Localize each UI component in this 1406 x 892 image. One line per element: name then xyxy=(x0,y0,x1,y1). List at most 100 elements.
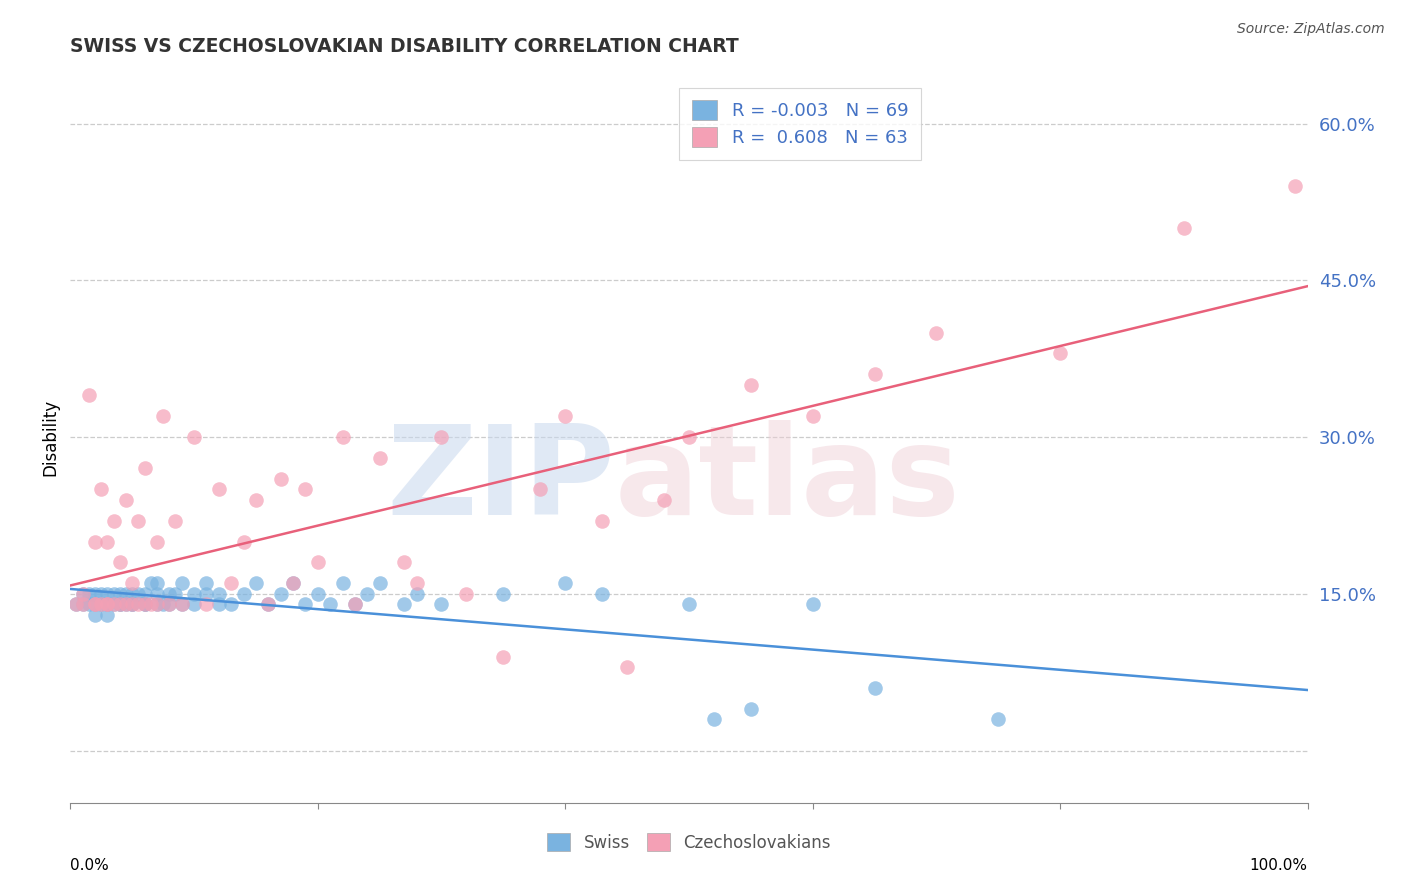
Point xyxy=(90,597,112,611)
Point xyxy=(1049,346,1071,360)
Point xyxy=(152,597,174,611)
Point xyxy=(430,597,453,611)
Point xyxy=(1173,221,1195,235)
Point xyxy=(139,597,162,611)
Point xyxy=(96,597,118,611)
Point xyxy=(90,483,112,497)
Point xyxy=(115,492,138,507)
Point xyxy=(134,597,156,611)
Point xyxy=(72,587,94,601)
Point xyxy=(103,514,125,528)
Point xyxy=(72,597,94,611)
Point xyxy=(281,576,304,591)
Point xyxy=(591,587,613,601)
Point xyxy=(165,514,187,528)
Point xyxy=(257,597,280,611)
Point xyxy=(703,712,725,726)
Point xyxy=(127,587,149,601)
Point xyxy=(294,597,316,611)
Point xyxy=(108,597,131,611)
Point xyxy=(77,388,100,402)
Point xyxy=(139,576,162,591)
Point xyxy=(405,587,427,601)
Point xyxy=(121,597,143,611)
Point xyxy=(134,597,156,611)
Point xyxy=(146,534,169,549)
Y-axis label: Disability: Disability xyxy=(41,399,59,475)
Point xyxy=(987,712,1010,726)
Point xyxy=(96,534,118,549)
Point xyxy=(170,576,193,591)
Point xyxy=(740,377,762,392)
Point xyxy=(368,450,391,465)
Point xyxy=(343,597,366,611)
Point xyxy=(554,409,576,424)
Point xyxy=(394,597,416,611)
Point xyxy=(96,597,118,611)
Text: 100.0%: 100.0% xyxy=(1250,858,1308,872)
Point xyxy=(356,587,378,601)
Point xyxy=(134,587,156,601)
Point xyxy=(121,587,143,601)
Legend: Swiss, Czechoslovakians: Swiss, Czechoslovakians xyxy=(538,825,839,860)
Point xyxy=(77,597,100,611)
Point xyxy=(591,514,613,528)
Point xyxy=(103,587,125,601)
Point xyxy=(165,587,187,601)
Point xyxy=(72,597,94,611)
Point xyxy=(678,430,700,444)
Point xyxy=(152,409,174,424)
Point xyxy=(84,597,107,611)
Point xyxy=(170,597,193,611)
Point xyxy=(84,534,107,549)
Point xyxy=(108,597,131,611)
Point xyxy=(115,597,138,611)
Point xyxy=(492,649,515,664)
Point xyxy=(108,556,131,570)
Point xyxy=(108,597,131,611)
Point xyxy=(554,576,576,591)
Point xyxy=(183,597,205,611)
Text: 0.0%: 0.0% xyxy=(70,858,110,872)
Point xyxy=(121,597,143,611)
Point xyxy=(103,597,125,611)
Point xyxy=(678,597,700,611)
Text: Source: ZipAtlas.com: Source: ZipAtlas.com xyxy=(1237,22,1385,37)
Point xyxy=(245,492,267,507)
Point xyxy=(90,587,112,601)
Point xyxy=(103,597,125,611)
Point xyxy=(319,597,342,611)
Point xyxy=(146,597,169,611)
Point xyxy=(1284,179,1306,194)
Point xyxy=(84,587,107,601)
Point xyxy=(332,576,354,591)
Point xyxy=(307,556,329,570)
Point xyxy=(863,368,886,382)
Point xyxy=(108,587,131,601)
Point xyxy=(146,597,169,611)
Point xyxy=(84,597,107,611)
Point xyxy=(146,587,169,601)
Point xyxy=(270,587,292,601)
Point xyxy=(332,430,354,444)
Point xyxy=(195,587,218,601)
Point xyxy=(281,576,304,591)
Point xyxy=(219,597,242,611)
Point xyxy=(65,597,87,611)
Point xyxy=(77,587,100,601)
Text: atlas: atlas xyxy=(614,420,960,541)
Point xyxy=(96,597,118,611)
Point xyxy=(208,483,231,497)
Point xyxy=(652,492,675,507)
Point xyxy=(405,576,427,591)
Point xyxy=(121,597,143,611)
Point xyxy=(157,587,180,601)
Point xyxy=(127,514,149,528)
Point xyxy=(157,597,180,611)
Point xyxy=(195,576,218,591)
Point xyxy=(183,587,205,601)
Point xyxy=(72,587,94,601)
Point xyxy=(294,483,316,497)
Text: ZIP: ZIP xyxy=(387,420,614,541)
Point xyxy=(801,597,824,611)
